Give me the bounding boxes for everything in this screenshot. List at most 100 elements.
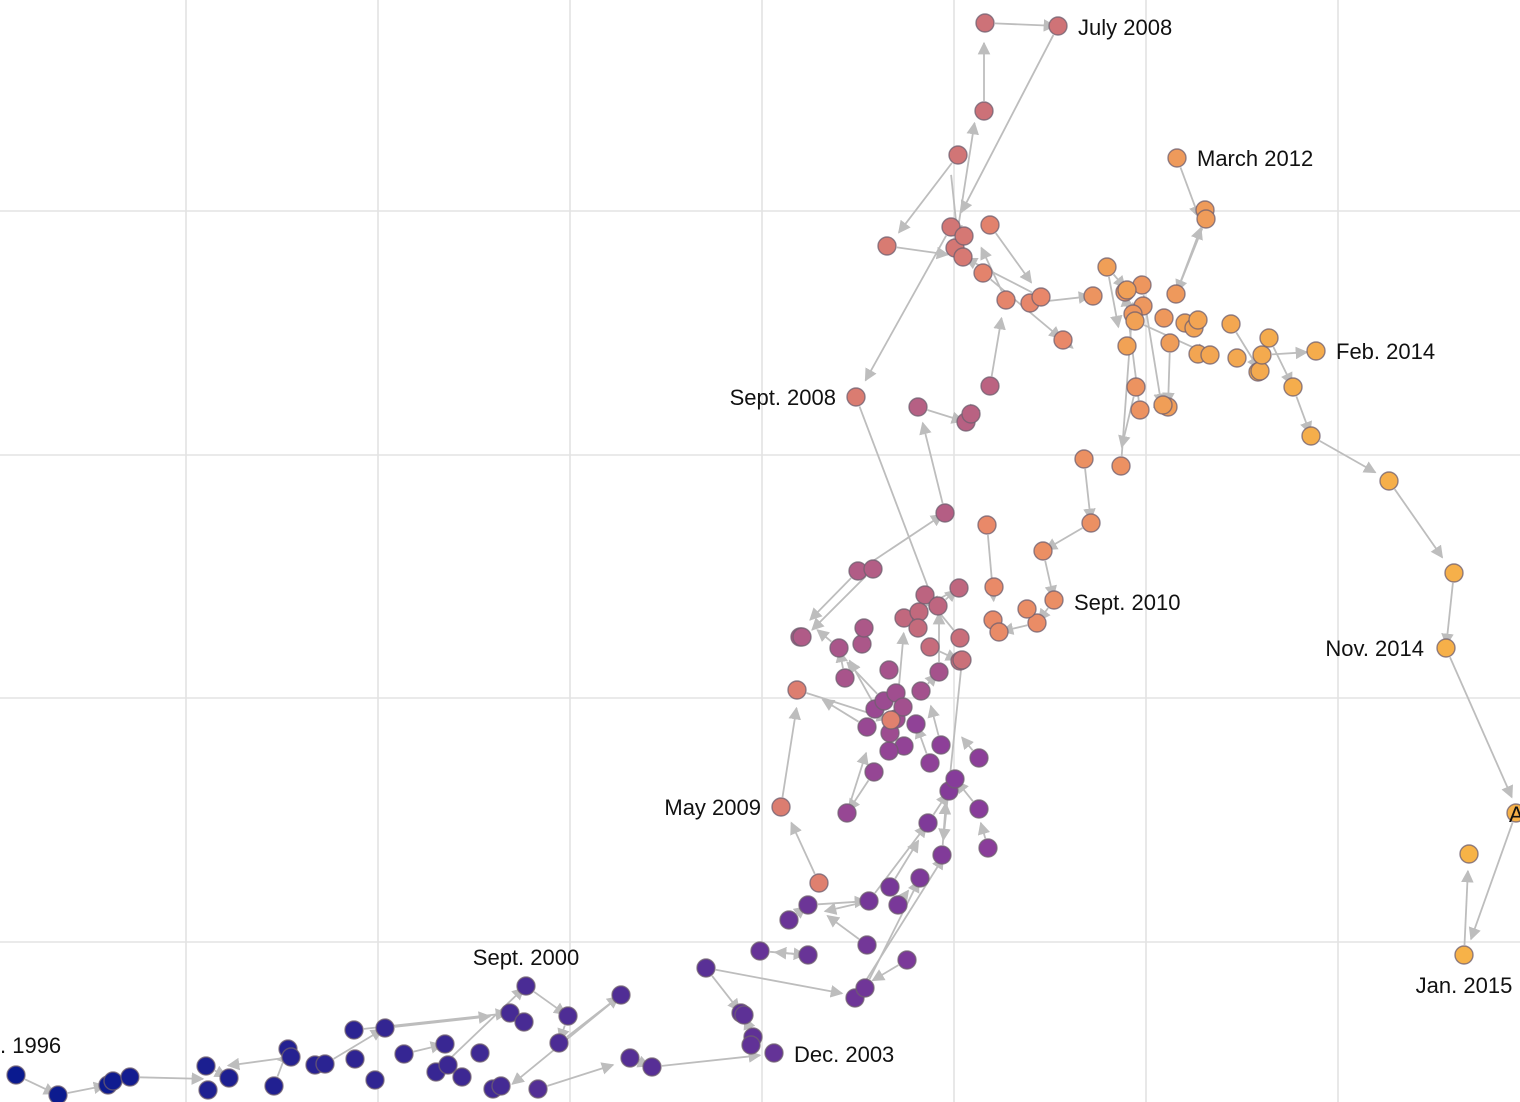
data-point-167 [1454, 945, 1474, 965]
data-point-74 [929, 662, 949, 682]
arrow-74 [790, 821, 816, 875]
data-point-24 [491, 1076, 511, 1096]
data-point-122 [989, 622, 1009, 642]
data-point-22 [470, 1043, 490, 1063]
arrow-52 [809, 577, 852, 621]
data-point-51 [910, 868, 930, 888]
data-point-52 [918, 813, 938, 833]
annotation-july-2008: July 2008 [1078, 15, 1172, 40]
annotation-jan-2015: Jan. 2015 [1416, 973, 1513, 998]
data-point-99 [974, 101, 994, 121]
data-point-25 [500, 1003, 520, 1023]
data-point-1 [48, 1085, 68, 1102]
data-point-141 [1196, 209, 1216, 229]
arrow-31 [894, 839, 920, 879]
data-point-139 [1167, 148, 1187, 168]
arrow-108 [1441, 582, 1454, 647]
data-point-8 [264, 1076, 284, 1096]
arrow-27 [859, 856, 945, 990]
data-point-90 [928, 596, 948, 616]
data-point-95 [920, 637, 940, 657]
arrow-64 [938, 669, 962, 842]
arrow-58 [990, 316, 1006, 377]
data-point-34 [696, 958, 716, 978]
arrow-110 [1468, 822, 1514, 941]
data-point-65 [837, 803, 857, 823]
data-point-108 [846, 387, 866, 407]
data-point-145 [1097, 257, 1117, 277]
data-point-118 [1053, 330, 1073, 350]
arrow-6 [333, 1028, 384, 1060]
arrow-53 [811, 575, 867, 631]
data-point-66 [857, 717, 877, 737]
data-point-107 [877, 236, 897, 256]
data-point-84 [935, 503, 955, 523]
data-point-40 [750, 941, 770, 961]
data-point-48 [880, 877, 900, 897]
arrow-79 [1059, 335, 1074, 349]
data-point-163 [1379, 471, 1399, 491]
data-point-138 [1166, 284, 1186, 304]
data-point-109 [771, 797, 791, 817]
arrow-71 [896, 246, 950, 260]
arrow-15 [547, 1062, 615, 1087]
arrow-66 [994, 19, 1057, 32]
arrow-109 [1449, 656, 1513, 799]
data-point-94 [908, 618, 928, 638]
annotation-1996: . 1996 [0, 1033, 61, 1058]
annotation-nov-2014: Nov. 2014 [1325, 636, 1424, 661]
data-point-98 [952, 650, 972, 670]
data-point-100 [975, 13, 995, 33]
data-point-30 [611, 985, 631, 1005]
data-point-16 [375, 1018, 395, 1038]
arrow-18 [715, 968, 844, 998]
arrow-19 [711, 975, 740, 1012]
data-point-12 [315, 1054, 335, 1074]
data-point-4 [120, 1067, 140, 1087]
data-point-144 [1153, 395, 1173, 415]
data-point-114 [973, 263, 993, 283]
annotation-march-2012: March 2012 [1197, 146, 1313, 171]
data-point-15 [365, 1070, 385, 1090]
data-point-168 [1459, 844, 1479, 864]
data-point-87 [961, 404, 981, 424]
data-point-101 [1048, 16, 1068, 36]
arrow-22 [773, 946, 799, 960]
data-point-0 [6, 1065, 26, 1085]
data-point-73 [911, 681, 931, 701]
data-point-77 [829, 638, 849, 658]
data-point-14 [345, 1049, 365, 1069]
data-point-111 [809, 873, 829, 893]
data-point-153 [1200, 345, 1220, 365]
arrow-38 [961, 736, 974, 751]
annotation-sept-2000: Sept. 2000 [473, 945, 579, 970]
data-point-154 [1221, 314, 1241, 334]
annotation-sept-2008: Sept. 2008 [730, 385, 836, 410]
data-point-61 [906, 714, 926, 734]
data-point-102 [948, 145, 968, 165]
data-point-42 [779, 910, 799, 930]
arrow-102 [1235, 332, 1260, 370]
annotation-feb-2014: Feb. 2014 [1336, 339, 1435, 364]
arrow-67 [960, 34, 1055, 214]
data-point-41 [798, 945, 818, 965]
data-point-112 [881, 710, 901, 730]
data-point-129 [1111, 456, 1131, 476]
annotation-sept-2010: Sept. 2010 [1074, 590, 1180, 615]
data-point-127 [1081, 513, 1101, 533]
annotation-dec-2003: Dec. 2003 [794, 1042, 894, 1067]
data-point-130 [1130, 400, 1150, 420]
data-point-29 [558, 1006, 578, 1026]
data-point-59 [931, 735, 951, 755]
arrow-111 [1461, 869, 1474, 946]
data-point-120 [984, 577, 1004, 597]
data-point-83 [863, 559, 883, 579]
data-point-50 [897, 950, 917, 970]
data-point-78 [852, 634, 872, 654]
data-point-47 [859, 891, 879, 911]
data-point-60 [920, 753, 940, 773]
arrow-70 [955, 121, 979, 239]
data-point-28 [549, 1033, 569, 1053]
data-point-131 [1126, 377, 1146, 397]
